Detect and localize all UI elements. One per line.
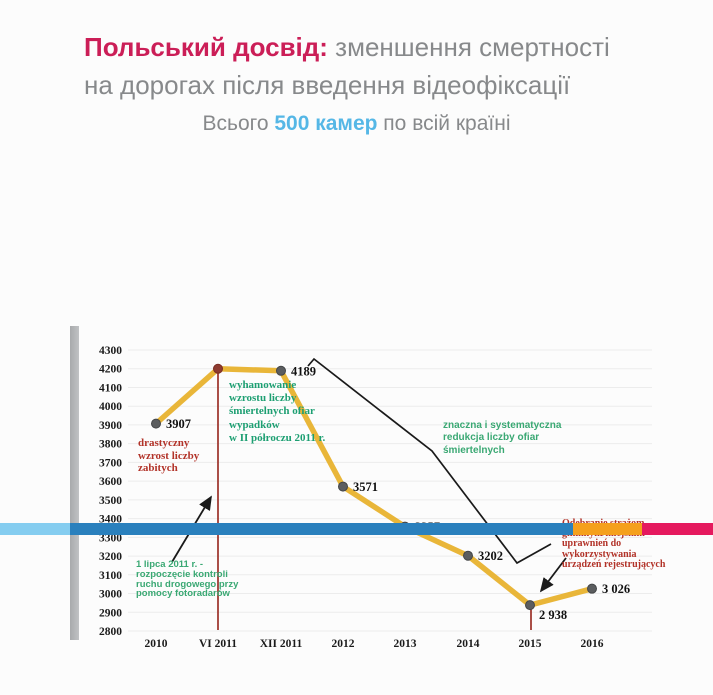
subtitle: Всього 500 камер по всій країні [0, 112, 713, 136]
svg-text:3571: 3571 [353, 480, 378, 494]
footer-bar [0, 523, 713, 535]
subtitle-camera-count: 500 камер [274, 112, 378, 135]
chart-region: 2800 2900 3000 3100 3200 3300 3400 3500 3600 3700… [0, 160, 713, 650]
footer-segment-1 [0, 523, 70, 535]
svg-text:3800: 3800 [99, 439, 122, 451]
title-accent: Польський досвід: [84, 32, 328, 62]
svg-text:4300: 4300 [99, 345, 122, 357]
svg-text:4189: 4189 [291, 364, 316, 378]
svg-text:2014: 2014 [457, 638, 480, 650]
svg-text:2013: 2013 [394, 638, 417, 650]
svg-text:2900: 2900 [99, 607, 122, 619]
subtitle-suffix: по всій країні [377, 112, 511, 135]
svg-text:VI 2011: VI 2011 [199, 638, 237, 650]
svg-text:3 026: 3 026 [602, 582, 630, 596]
line-chart: 2800290030003100320033003400350036003700… [99, 345, 652, 650]
svg-text:4100: 4100 [99, 382, 122, 394]
chart-left-scrollbar [70, 326, 79, 640]
svg-text:3400: 3400 [99, 514, 122, 526]
title-line-2: на дорогах після введення відеофіксації [84, 70, 571, 100]
svg-text:3100: 3100 [99, 570, 122, 582]
svg-text:4200: 4200 [99, 364, 122, 376]
svg-text:3600: 3600 [99, 476, 122, 488]
svg-text:3907: 3907 [166, 417, 191, 431]
title-line-1-rest: зменшення смертності [327, 32, 610, 62]
svg-text:2016: 2016 [581, 638, 604, 650]
footer-segment-2 [70, 523, 573, 535]
svg-text:2 938: 2 938 [539, 608, 567, 622]
svg-text:3202: 3202 [478, 549, 503, 563]
svg-text:3900: 3900 [99, 420, 122, 432]
svg-text:XII 2011: XII 2011 [260, 638, 303, 650]
subtitle-prefix: Всього [202, 112, 275, 135]
svg-text:4000: 4000 [99, 401, 122, 413]
svg-text:3200: 3200 [99, 551, 122, 563]
title-line-1: Польський досвід: зменшення смертності [84, 28, 684, 66]
svg-text:2800: 2800 [99, 626, 122, 638]
svg-text:2015: 2015 [519, 638, 542, 650]
page-title: Польський досвід: зменшення смертності н… [84, 28, 684, 104]
svg-text:3500: 3500 [99, 495, 122, 507]
svg-text:3000: 3000 [99, 589, 122, 601]
footer-segment-3 [573, 523, 642, 535]
svg-text:2012: 2012 [332, 638, 355, 650]
footer-segment-4 [642, 523, 713, 535]
svg-text:3700: 3700 [99, 457, 122, 469]
svg-text:2010: 2010 [145, 638, 168, 650]
